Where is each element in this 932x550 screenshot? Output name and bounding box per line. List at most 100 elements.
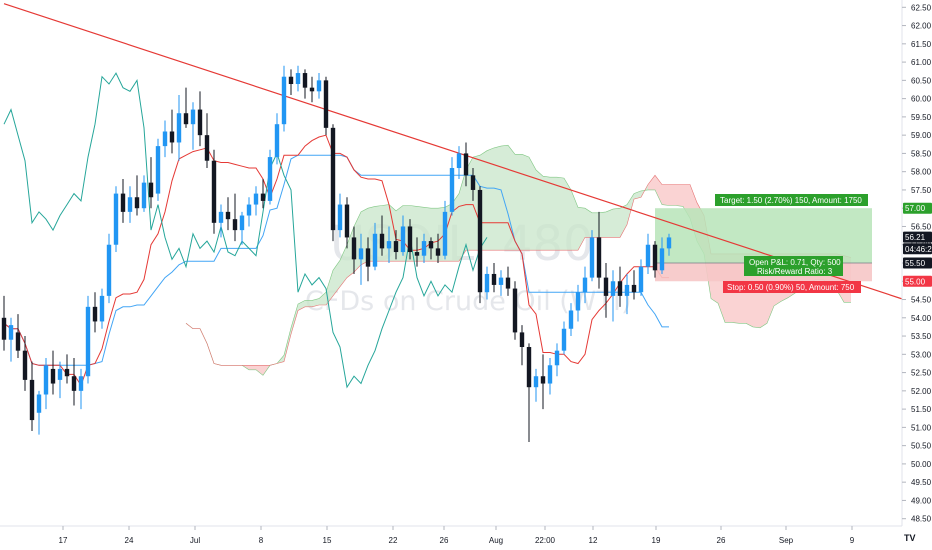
candle-down (652, 241, 658, 278)
candle-up (127, 186, 133, 223)
time-tick-label: 8 (259, 536, 264, 545)
candle-body (36, 394, 42, 413)
candle-body (57, 368, 63, 380)
candle-body (1, 317, 7, 340)
candle-body (43, 365, 49, 395)
candle-body (442, 211, 448, 256)
cloud-segment (585, 208, 592, 238)
candle-down (183, 87, 189, 128)
price-tick-label: 50.00 (911, 460, 932, 469)
cloud-segment (382, 204, 389, 262)
candle-down (414, 237, 420, 267)
candle-down (120, 178, 126, 223)
price-tag-label: 55.50 (905, 259, 926, 268)
candle-up (358, 233, 364, 285)
candle-up (442, 200, 448, 260)
chikou-line (3, 72, 488, 389)
candle-body (666, 237, 672, 249)
candle-body (617, 281, 623, 296)
trendline[interactable] (3, 3, 903, 300)
candle-up (141, 175, 147, 212)
candle-up (568, 303, 574, 337)
candle-body (22, 350, 28, 380)
candle-down (540, 354, 546, 410)
candle-body (393, 241, 399, 253)
candle-body (64, 368, 70, 377)
candle-down (323, 76, 329, 136)
candle-up (155, 138, 161, 201)
cloud-segment (620, 204, 627, 238)
candle-down (1, 295, 7, 351)
candle-down (351, 226, 357, 274)
candle-up (624, 273, 630, 315)
candle-body (316, 80, 322, 92)
trendline-segment (3, 3, 903, 300)
candle-body (414, 252, 420, 256)
cloud-segment (599, 211, 606, 238)
target-zone (655, 208, 872, 263)
candle-body (596, 237, 602, 278)
tradingview-logo[interactable]: TV (904, 533, 916, 543)
candle-body (127, 197, 133, 212)
time-axis[interactable]: 17 24 Jul 8 15 22 26 Aug 22:00 12 19 26 Sep 9 (0, 525, 902, 545)
candle-body (610, 281, 616, 296)
candle-down (365, 237, 371, 282)
candle-body (106, 244, 112, 296)
candle-body (358, 248, 364, 260)
candle-up (449, 157, 455, 216)
candle-down (393, 230, 399, 260)
price-tick-label: 61.00 (911, 58, 932, 67)
price-tick-label: 51.50 (911, 405, 932, 414)
candle-down (526, 343, 532, 442)
candle-down (470, 168, 476, 201)
candle-body (512, 288, 518, 333)
cloud-segment (256, 365, 263, 376)
candle-down (148, 157, 154, 209)
candle-down (22, 336, 28, 391)
cloud-segment (508, 145, 515, 251)
candle-body (519, 332, 525, 348)
candle-body (330, 127, 336, 231)
candle-body (15, 332, 21, 351)
candle-down (225, 197, 231, 231)
candle-body (351, 237, 357, 260)
cloud-segment (543, 176, 550, 251)
candle-body (652, 244, 658, 271)
price-tag-label: 57.00 (905, 204, 926, 213)
candle-body (533, 376, 539, 388)
candle-up (533, 368, 539, 402)
candle-up (99, 288, 105, 329)
candle-down (92, 292, 98, 333)
cloud-segment (529, 157, 536, 251)
cloud-segment (592, 212, 599, 238)
senkou-span-a (185, 144, 851, 376)
candle-body (407, 226, 413, 253)
candle-body (204, 135, 210, 161)
candle-down (71, 357, 77, 406)
candle-up (659, 237, 665, 274)
candle-body (78, 376, 84, 391)
cloud-segment (298, 300, 305, 311)
candle-down (631, 270, 637, 300)
cloud-segment (326, 270, 333, 306)
candle-body (386, 241, 392, 249)
candle-down (260, 178, 266, 209)
candle-body (288, 76, 294, 85)
candle-body (554, 350, 560, 366)
candle-up (456, 146, 462, 179)
candle-up (484, 266, 490, 300)
candle-down (211, 149, 217, 234)
candle-down (428, 237, 434, 260)
price-tag-label: 56.21 (905, 233, 926, 242)
candle-body (302, 73, 308, 88)
price-axis[interactable]: 48.50 49.00 49.50 50.00 50.50 51.00 51.50 52.00… (901, 0, 932, 526)
cloud-segment (340, 244, 347, 287)
candle-body (85, 306, 91, 377)
price-tag (903, 231, 932, 243)
candle-body (400, 226, 406, 253)
candle-body (603, 277, 609, 296)
candle-down (64, 354, 70, 384)
candle-body (638, 266, 644, 293)
candle-up (575, 284, 581, 322)
